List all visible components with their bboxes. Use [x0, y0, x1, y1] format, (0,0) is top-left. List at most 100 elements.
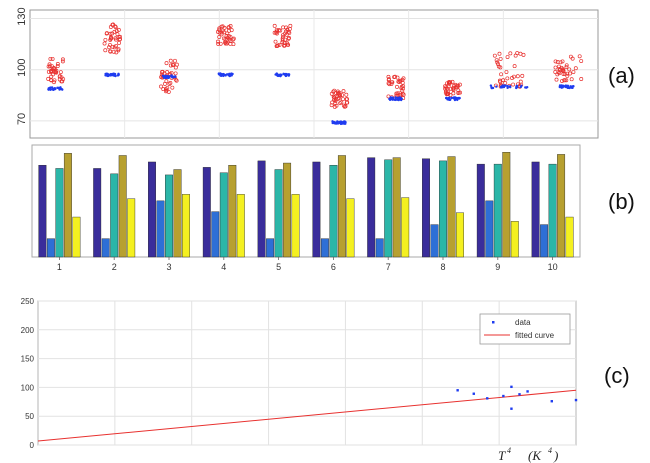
panel-a-red-point: [505, 76, 510, 81]
panel-b-bar: [531, 161, 540, 258]
panel-a-red-point: [334, 97, 339, 102]
panel-a-red-point: [498, 65, 503, 70]
panel-a-red-point: [395, 75, 400, 80]
panel-a-blue-point: [114, 74, 117, 78]
panel-a-red-point: [231, 36, 236, 41]
panel-a-blue-point: [501, 84, 504, 87]
panel-a-red-point: [565, 71, 570, 76]
panel-a-red-point: [457, 82, 462, 87]
panel-a-red-point: [223, 40, 228, 45]
panel-b-bar: [502, 152, 511, 258]
panel-a-blue-point: [282, 72, 285, 76]
panel-a-blue-point: [398, 96, 402, 99]
panel-a-blue-point: [228, 74, 232, 78]
panel-a-red-point: [565, 73, 570, 78]
panel-a-blue-point: [224, 74, 227, 77]
panel-a-red-point: [579, 59, 584, 63]
legend-label-data: data: [515, 318, 531, 327]
panel-a-red-point: [505, 55, 510, 59]
panel-a-red-point: [444, 85, 449, 90]
panel-a-blue-point: [58, 87, 62, 90]
panel-a-red-point: [110, 22, 115, 27]
panel-a-red-point: [220, 24, 225, 29]
panel-a-red-point: [401, 76, 406, 81]
panel-b-bar: [540, 224, 549, 258]
panel-b-xtick: 3: [166, 262, 171, 272]
panel-a-blue-point: [339, 120, 343, 123]
panel-a-red-point: [174, 78, 179, 83]
panel-a-red-point: [341, 97, 345, 102]
panel-a-red-point: [518, 51, 523, 56]
panel-a-red-point: [568, 54, 573, 59]
panel-a-red-point: [332, 88, 337, 93]
panel-a-red-point: [450, 79, 455, 84]
panel-b-bar: [447, 156, 456, 258]
panel-label-c: (c): [604, 363, 630, 388]
panel-b-xtick: 7: [386, 262, 391, 272]
panel-b-xtick-labels: 1 2 3 4 5 6 7 8 9 10: [57, 257, 558, 272]
panel-a-blue-point: [449, 98, 452, 102]
panel-b-bar: [182, 194, 190, 258]
panel-a-red-point: [217, 35, 222, 39]
panel-b-bar: [202, 167, 211, 258]
panel-a-red-point: [116, 47, 121, 52]
panel-a-blue-point: [458, 96, 461, 100]
panel-a-blue-point: [220, 73, 223, 76]
panel-a-red-point: [569, 77, 574, 82]
panel-a-red-point: [57, 74, 62, 79]
panel-c-data-point: [518, 393, 521, 396]
panel-b-bar: [148, 161, 156, 258]
xlabel-unit-close: ): [553, 448, 558, 463]
panel-a-red-point: [108, 49, 113, 54]
panel-b-bar: [337, 155, 346, 258]
panel-a-blue-point: [339, 122, 343, 126]
panel-c-data-point: [486, 397, 489, 400]
panel-b-bar: [367, 157, 376, 258]
panel-a-blue-point: [456, 97, 459, 100]
panel-a-red-point: [329, 103, 334, 108]
panel-a-red-point: [52, 69, 57, 74]
panel-b-bar: [510, 221, 519, 258]
panel-b-bar: [110, 173, 119, 258]
panel-a-red-point: [395, 91, 400, 96]
panel-c-ytick-labels: 0 50 100 150 200 250: [21, 297, 35, 450]
panel-a-red-point: [285, 42, 290, 47]
panel-a-ytick-labels: 70 100 130: [16, 7, 28, 125]
panel-a-red-point: [555, 72, 560, 77]
panel-a-blue-point: [287, 73, 290, 76]
panel-a-red-point: [116, 27, 121, 32]
legend-label-fit: fitted curve: [515, 331, 555, 340]
xlabel-T: T: [498, 448, 506, 463]
panel-a-red-point: [60, 57, 65, 62]
panel-a-red-point: [55, 64, 60, 68]
panel-b-bar-groups: [38, 152, 574, 258]
panel-b-bar: [312, 161, 321, 258]
panel-a-red-point: [217, 30, 222, 35]
panel-a-red-point: [336, 91, 341, 96]
panel-c-xlabel: T 4 (K 4 ): [498, 446, 558, 463]
panel-a-red-point: [107, 45, 112, 50]
panel-a-blue-point: [504, 84, 507, 87]
panel-a-red-point: [216, 39, 220, 44]
panel-a-red-point: [492, 53, 497, 58]
panel-b-bar: [485, 200, 494, 258]
panel-a-red-point: [341, 89, 346, 94]
panel-a-red-point: [272, 23, 277, 28]
panel-a-red-point: [110, 44, 115, 49]
panel-a-red-point: [280, 40, 285, 44]
panel-a-ytick: 100: [16, 59, 28, 77]
panel-b-xtick: 1: [57, 262, 62, 272]
panel-a-red-point: [216, 41, 221, 46]
panel-a-blue-point: [164, 75, 168, 79]
panel-a-blue-point: [499, 86, 503, 89]
panel-a-red-point: [453, 82, 458, 87]
panel-a-blue-point: [231, 72, 234, 76]
panel-a-red-point: [50, 56, 55, 61]
panel-a-red-point: [59, 75, 64, 80]
panel-b-bar: [72, 216, 81, 258]
panel-a-red-point: [164, 61, 169, 66]
panel-a-red-point: [277, 42, 282, 47]
panel-a-red-point: [443, 84, 447, 89]
panel-a-red-point: [114, 50, 119, 55]
